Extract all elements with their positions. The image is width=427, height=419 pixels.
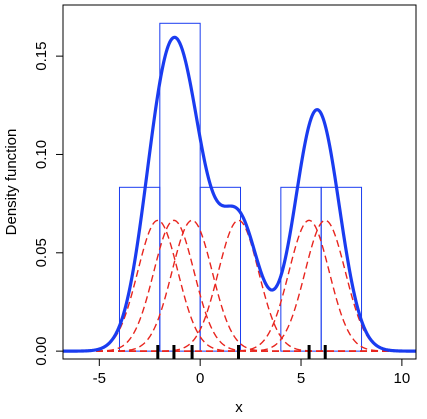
density-curve-group (62, 35, 417, 353)
y-tick-label: 0.00 (33, 337, 50, 366)
x-axis-label: x (235, 399, 243, 416)
histogram-bin (280, 186, 322, 352)
x-axis: -5 0 5 10 (93, 359, 411, 387)
histogram-bin (199, 186, 242, 352)
y-axis: 0.00 0.05 0.10 0.15 (33, 42, 63, 366)
y-tick-label: 0.05 (33, 238, 50, 267)
rug-marks (156, 345, 327, 359)
y-axis-label: Density function (3, 129, 20, 236)
y-tick-label: 0.15 (33, 42, 50, 71)
histogram-bin (159, 22, 201, 352)
x-tick-label: 10 (394, 370, 411, 387)
plot-frame (62, 4, 417, 360)
histogram (118, 22, 363, 352)
y-tick-label: 0.10 (33, 140, 50, 169)
density-curve (62, 35, 417, 353)
x-tick-label: -5 (93, 370, 106, 387)
x-tick-label: 0 (196, 370, 204, 387)
x-tick-label: 5 (297, 370, 305, 387)
